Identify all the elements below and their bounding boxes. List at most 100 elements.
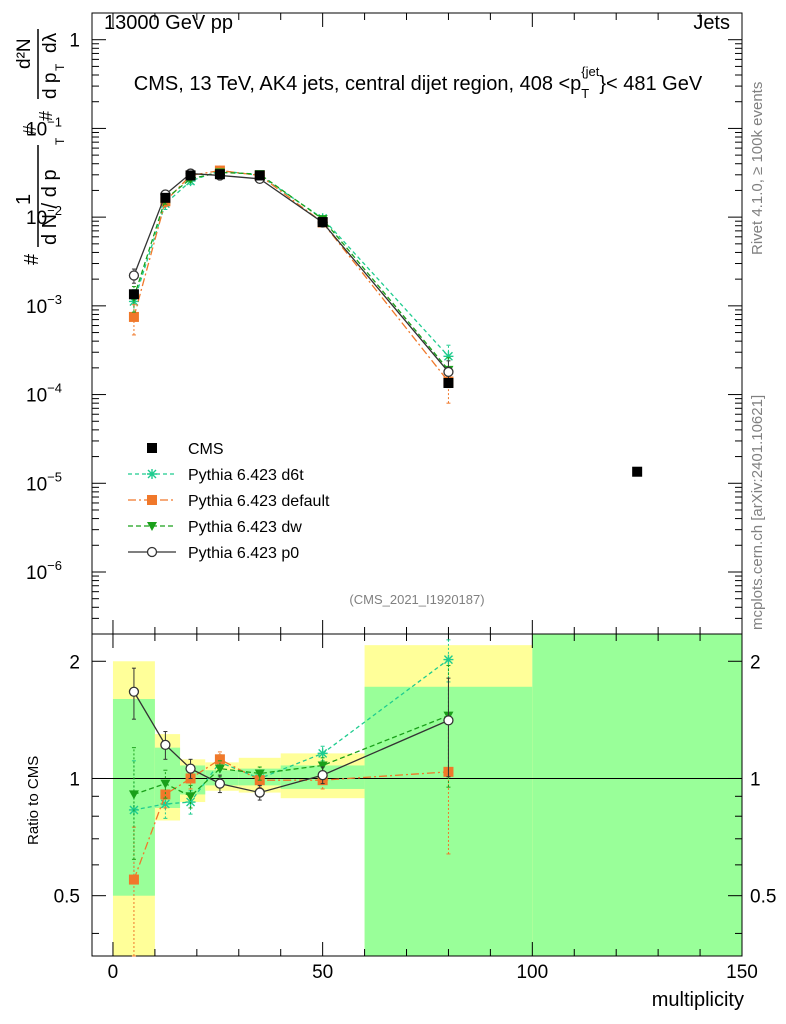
ratio-point-default <box>128 874 139 885</box>
header-process: 13000 GeV pp <box>104 12 233 34</box>
ratio-point-p0 <box>128 686 140 697</box>
ratio-y-axis-label: Ratio to CMS <box>25 756 42 845</box>
ylabel-hash-3: # <box>36 111 56 121</box>
main-point-cms <box>443 378 454 389</box>
x-tick-label-0: 0 <box>108 962 119 983</box>
ylabel-hash-1: # <box>21 253 43 265</box>
main-ytick-label-0: 1 <box>69 31 80 52</box>
ylabel-dlambda: dλ <box>40 32 61 53</box>
ratio-plot-frame <box>91 633 743 957</box>
legend-marker-default <box>147 495 157 505</box>
legend-marker-p0 <box>146 546 158 558</box>
ratio-point-default <box>160 789 171 800</box>
main-ytick-label-3: 10−3 <box>26 292 62 318</box>
main-point-p0 <box>443 366 454 378</box>
main-cms <box>128 169 643 477</box>
plot-title: CMS, 13 TeV, AK4 jets, central dijet reg… <box>134 64 703 101</box>
ratio-ytick-label-right-0: 0.5 <box>750 887 776 908</box>
ylabel-dN: d N / d p <box>39 169 61 245</box>
ratio-point-d6t <box>160 798 171 809</box>
ylabel-hash-2: # <box>20 125 40 135</box>
legend-label-cms: CMS <box>188 441 224 458</box>
legend-entry-cms: CMS <box>147 441 224 458</box>
ratio-ytick-label-right-2: 2 <box>750 652 761 673</box>
main-ytick-label-6: 10−6 <box>26 558 62 584</box>
main-y-axis-label: # 1 d N / d p T # # d²N d p T dλ <box>13 29 67 265</box>
band-green-3 <box>205 770 239 786</box>
ratio-point-p0 <box>443 715 454 726</box>
x-tick-label-2: 100 <box>516 962 548 983</box>
main-point-default <box>128 311 139 322</box>
main-plot-frame <box>91 12 743 635</box>
mcplots-label: mcplots.cern.ch [arXiv:2401.10621] <box>749 395 766 630</box>
ratio-point-dw <box>185 792 196 802</box>
ratio-point-dw <box>254 769 265 779</box>
ylabel-T: T <box>53 137 67 145</box>
main-point-cms <box>317 217 328 228</box>
legend-entry-dw: Pythia 6.423 dw <box>128 519 302 536</box>
legend-entry-d6t: Pythia 6.423 d6t <box>128 467 304 484</box>
legend-entry-p0: Pythia 6.423 p0 <box>128 545 299 562</box>
ratio-ytick-label-right-1: 1 <box>750 769 761 790</box>
legend-entry-default: Pythia 6.423 default <box>128 493 330 510</box>
ratio-dw <box>128 665 454 860</box>
legend-marker-cms <box>147 443 157 453</box>
plot-title-tail: }< 481 GeV <box>599 73 703 95</box>
ratio-point-dw <box>214 764 225 774</box>
main-ytick-label-4: 10−4 <box>26 381 62 407</box>
main-point-d6t <box>443 351 454 362</box>
main-point-cms <box>214 169 225 180</box>
ratio-ytick-label-2: 2 <box>69 652 80 673</box>
ratio-point-dw <box>317 761 328 771</box>
ratio-point-p0 <box>317 769 328 781</box>
header-topic: Jets <box>693 12 730 34</box>
main-point-cms <box>128 289 139 300</box>
ylabel-dpT: d p <box>40 73 61 99</box>
x-tick-label-3: 150 <box>726 962 758 983</box>
main-ytick-label-2: 10−2 <box>26 203 62 229</box>
legend-label-d6t: Pythia 6.423 d6t <box>188 467 304 484</box>
ratio-point-p0 <box>254 787 265 798</box>
ratio-series <box>128 639 454 957</box>
main-p0 <box>128 168 454 389</box>
ratio-point-p0 <box>214 778 226 789</box>
plot-title-main: CMS, 13 TeV, AK4 jets, central dijet reg… <box>134 73 582 95</box>
legend-marker-d6t <box>147 469 157 479</box>
band-green-7 <box>532 634 742 956</box>
main-point-cms <box>254 170 265 181</box>
ylabel-one: 1 <box>13 194 35 205</box>
plot-title-sub: T <box>581 86 589 101</box>
main-ytick-label-5: 10−5 <box>26 469 62 495</box>
ylabel-d2N: d²N <box>14 38 35 69</box>
main-y-axis: 1 10−1 10−2 10−3 10−4 10−5 10−6 <box>26 12 743 635</box>
main-line-d6t <box>133 169 449 357</box>
ratio-point-dw <box>128 790 139 800</box>
legend-label-default: Pythia 6.423 default <box>188 493 330 510</box>
main-line-default <box>133 169 449 383</box>
x-tick-label-1: 50 <box>312 962 333 983</box>
x-axis-label: multiplicity <box>652 989 744 1011</box>
main-point-cms <box>160 192 171 203</box>
ratio-p0 <box>128 667 454 801</box>
ratio-bands <box>112 634 742 956</box>
plot-title-sup: {jet <box>581 64 599 79</box>
rivet-label: Rivet 4.1.0, ≥ 100k events <box>749 82 766 255</box>
ratio-ytick-label-1: 1 <box>69 769 80 790</box>
legend-marker-dw <box>147 522 157 531</box>
ratio-point-p0 <box>185 763 196 774</box>
main-line-dw <box>133 171 449 371</box>
main-point-cms <box>632 466 643 477</box>
main-series <box>128 165 643 477</box>
ylabel-T2: T <box>53 63 67 71</box>
ratio-point-p0 <box>160 739 171 751</box>
main-point-cms <box>185 170 196 181</box>
legend-label-dw: Pythia 6.423 dw <box>188 519 302 536</box>
ratio-axes: 0.5 0.5 1 1 2 2 0 50 100 150 <box>54 634 776 983</box>
main-ytick-label-1: 10−1 <box>26 114 62 140</box>
ratio-point-d6t <box>317 748 328 759</box>
main-point-p0 <box>128 270 140 281</box>
analysis-watermark: (CMS_2021_I1920187) <box>349 592 484 607</box>
ratio-ytick-label-0: 0.5 <box>54 887 80 908</box>
ratio-point-d6t <box>443 654 454 665</box>
